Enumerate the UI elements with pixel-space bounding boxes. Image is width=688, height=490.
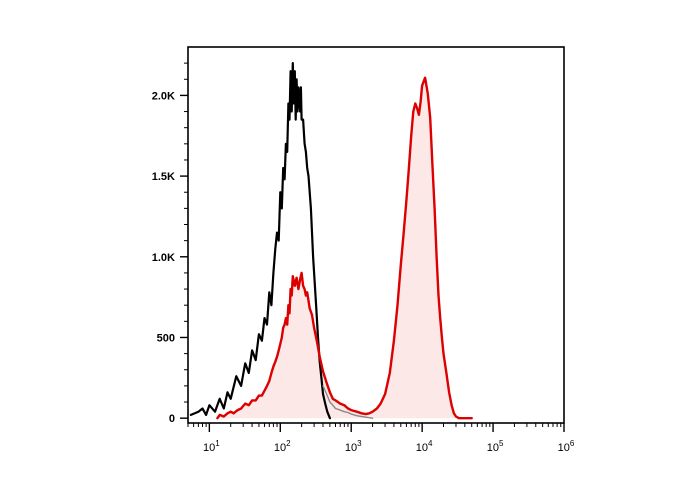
x-tick-label: 105 [487, 439, 504, 454]
x-tick-label: 103 [345, 439, 362, 454]
series-1-line [322, 385, 374, 419]
y-tick-label: 2.0K [152, 90, 175, 102]
series-0-line [189, 61, 331, 420]
series-2-fill [217, 77, 472, 419]
y-tick-label: 1.5K [152, 171, 175, 183]
x-tick-label: 101 [203, 439, 220, 454]
series-2-line [216, 76, 473, 420]
histogram-lines [189, 61, 473, 420]
y-tick-label: 500 [157, 332, 175, 344]
y-tick-label: 1.0K [152, 252, 175, 264]
histogram-fills [217, 77, 472, 419]
y-tick-label: 0 [169, 413, 175, 425]
x-tick-label: 104 [416, 439, 433, 454]
x-tick-label: 102 [274, 439, 291, 454]
x-axis: 101 102 103 104 105 106 [187, 423, 575, 454]
y-axis: 0 500 1.0K 1.5K 2.0K [152, 62, 188, 425]
x-tick-label: 106 [558, 439, 575, 454]
plot-frame [187, 46, 565, 424]
